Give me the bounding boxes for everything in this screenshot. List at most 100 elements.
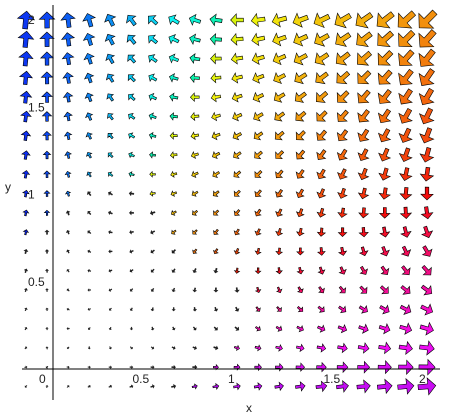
vector-arrow	[357, 128, 370, 142]
vector-arrow	[83, 72, 95, 84]
vector-arrow	[211, 111, 221, 122]
vector-arrow	[296, 305, 304, 313]
vector-arrow	[192, 307, 198, 312]
vector-arrow	[150, 229, 156, 235]
vector-arrow	[108, 268, 113, 273]
vector-arrow	[212, 170, 221, 178]
vector-arrow	[128, 210, 134, 216]
vector-arrow	[45, 365, 49, 369]
vector-arrow	[234, 306, 240, 312]
vector-arrow	[108, 191, 113, 196]
vector-arrow	[107, 152, 114, 159]
vector-arrow	[418, 9, 438, 29]
vector-arrow	[192, 287, 198, 293]
vector-arrow	[191, 190, 199, 197]
vector-arrow	[276, 306, 282, 312]
vector-arrow	[148, 112, 157, 121]
vector-arrow	[108, 365, 113, 369]
vector-arrow	[419, 340, 435, 356]
vector-arrow	[335, 32, 352, 47]
vector-arrow	[336, 70, 351, 85]
vector-arrow	[168, 34, 180, 45]
vector-arrow	[377, 50, 394, 66]
vector-arrow	[87, 384, 91, 389]
vector-arrow	[418, 68, 435, 86]
vector-arrow	[106, 93, 115, 102]
vector-arrow	[210, 92, 222, 103]
vector-arrow	[82, 33, 96, 46]
vector-arrow	[377, 360, 392, 375]
vector-arrow	[41, 91, 53, 103]
vector-arrow	[317, 266, 326, 275]
vector-arrow	[359, 285, 368, 294]
vector-arrow	[213, 326, 218, 331]
vector-arrow	[417, 377, 437, 396]
vector-arrow	[254, 267, 262, 275]
vector-arrow	[45, 384, 49, 388]
vector-arrow	[17, 30, 35, 48]
vector-arrow	[23, 288, 28, 293]
vector-arrow	[296, 286, 304, 294]
vector-arrow	[421, 264, 432, 276]
vector-arrow	[43, 170, 51, 179]
vector-arrow	[254, 325, 261, 332]
vector-arrow	[357, 109, 370, 123]
vector-arrow	[378, 167, 392, 181]
vector-arrow	[192, 326, 197, 331]
vector-arrow	[63, 131, 73, 141]
vector-arrow	[398, 340, 413, 356]
vector-arrow	[377, 108, 392, 124]
vector-arrow	[41, 111, 53, 122]
vector-arrow	[418, 107, 435, 125]
vector-arrow	[22, 189, 30, 198]
vector-arrow	[273, 71, 287, 85]
vector-arrow	[23, 249, 29, 254]
y-tick-label: 1	[28, 188, 35, 202]
vector-arrow	[190, 131, 200, 141]
vector-arrow	[66, 249, 71, 254]
vector-arrow	[171, 268, 176, 273]
vector-arrow	[255, 306, 261, 312]
vector-arrow	[213, 209, 220, 216]
vector-arrow	[399, 322, 413, 335]
vector-arrow	[275, 208, 284, 217]
vector-arrow	[150, 326, 155, 331]
vector-arrow	[62, 91, 74, 103]
vector-arrow	[398, 147, 413, 162]
vector-arrow	[292, 12, 309, 28]
vector-arrow	[233, 209, 241, 216]
vector-arrow	[418, 29, 437, 48]
vector-arrow	[87, 288, 91, 292]
vector-arrow	[379, 226, 391, 238]
vector-arrow	[169, 72, 179, 83]
vector-arrow	[275, 343, 283, 352]
vector-arrow	[295, 110, 307, 122]
arrow-field	[16, 9, 438, 396]
vector-arrow	[230, 32, 244, 46]
vector-arrow	[189, 33, 201, 46]
vector-arrow	[400, 245, 412, 257]
vector-arrow	[253, 131, 264, 141]
vector-arrow	[150, 249, 155, 254]
vector-arrow	[254, 208, 262, 217]
vector-arrow	[296, 247, 305, 256]
vector-arrow	[129, 384, 134, 389]
vector-arrow	[232, 131, 243, 141]
vector-arrow	[21, 170, 31, 179]
vector-arrow	[24, 346, 28, 350]
vector-arrow	[170, 170, 178, 178]
vector-arrow	[105, 73, 115, 83]
vector-arrow	[377, 69, 393, 85]
vector-arrow	[128, 171, 135, 178]
vector-arrow	[170, 190, 178, 197]
vector-arrow	[250, 12, 266, 28]
vector-arrow	[148, 73, 158, 82]
vector-arrow	[84, 92, 94, 103]
vector-arrow	[338, 266, 347, 275]
vector-arrow	[400, 226, 412, 238]
x-tick-labels: 0 0.5 1 1.5 2	[39, 372, 426, 386]
vector-arrow	[398, 127, 413, 143]
vector-arrow	[108, 384, 112, 389]
vector-arrow	[400, 285, 411, 295]
